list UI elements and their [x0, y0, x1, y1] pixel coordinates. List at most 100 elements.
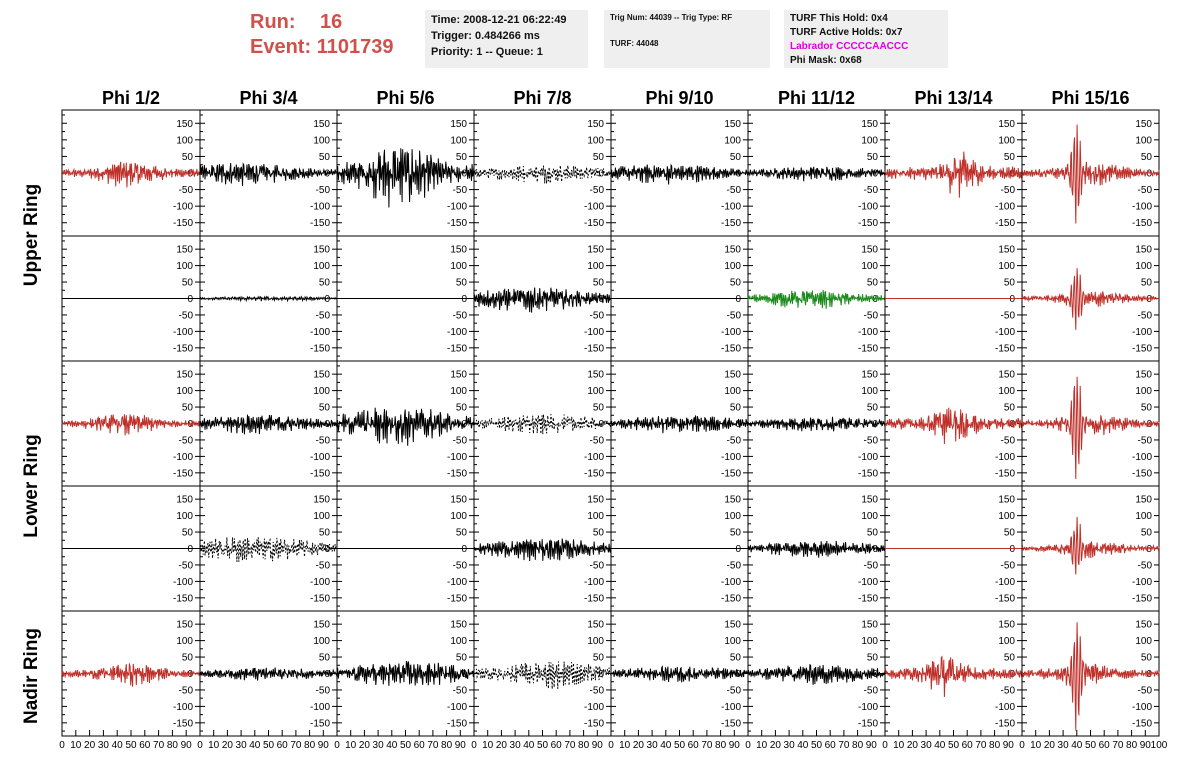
- y-tick-label: 50: [319, 152, 331, 163]
- y-tick-label: -150: [995, 218, 1015, 229]
- y-tick-label: -50: [453, 435, 468, 446]
- y-tick-label: 0: [187, 294, 193, 305]
- y-tick-label: -50: [179, 310, 194, 321]
- x-tick-label: 20: [907, 740, 919, 751]
- y-tick-label: -100: [721, 702, 741, 713]
- y-tick-label: -150: [447, 343, 467, 354]
- x-tick-label: 60: [277, 740, 289, 751]
- y-tick-label: 50: [182, 403, 194, 414]
- waveform-trace: [337, 407, 475, 446]
- y-tick-label: 50: [867, 528, 879, 539]
- y-tick-label: 100: [313, 135, 330, 146]
- y-tick-label: 150: [450, 495, 467, 506]
- y-tick-label: -50: [727, 435, 742, 446]
- y-tick-label: 0: [324, 294, 330, 305]
- y-tick-label: -100: [858, 452, 878, 463]
- x-tick-label: 40: [660, 740, 672, 751]
- y-tick-label: 150: [998, 495, 1015, 506]
- x-tick-label: 10: [70, 740, 82, 751]
- waveform-trace: [473, 414, 612, 435]
- y-tick-label: 100: [1135, 135, 1152, 146]
- y-tick-label: -150: [858, 468, 878, 479]
- x-tick-label: 50: [1085, 740, 1097, 751]
- waveform-trace: [61, 161, 201, 188]
- event-value: 1101739: [316, 36, 394, 58]
- y-tick-label: 100: [450, 261, 467, 272]
- x-tick-label: 20: [633, 740, 645, 751]
- y-tick-label: 150: [861, 119, 878, 130]
- y-tick-label: 50: [593, 653, 605, 664]
- waveform-trace: [747, 166, 886, 182]
- y-tick-label: 150: [998, 119, 1015, 130]
- x-tick-label: 90: [181, 740, 193, 751]
- y-tick-label: -150: [584, 593, 604, 604]
- y-tick-label: 50: [730, 278, 742, 289]
- y-tick-label: -150: [1132, 468, 1152, 479]
- y-tick-label: 150: [176, 370, 193, 381]
- y-tick-label: 150: [313, 370, 330, 381]
- y-tick-label: 0: [735, 419, 741, 430]
- y-tick-label: 100: [176, 135, 193, 146]
- x-tick-label: 50: [811, 740, 823, 751]
- y-tick-label: 50: [456, 152, 468, 163]
- y-tick-label: -100: [447, 327, 467, 338]
- waveform-trace: [610, 415, 749, 434]
- x-tick-label: 10: [482, 740, 494, 751]
- y-tick-label: 50: [319, 528, 331, 539]
- y-tick-label: 100: [998, 636, 1015, 647]
- y-tick-label: 0: [1146, 169, 1152, 180]
- x-tick-label: 0: [745, 740, 751, 751]
- y-tick-label: 50: [456, 528, 468, 539]
- x-tick-label: 0: [471, 740, 477, 751]
- x-tick-label: 80: [852, 740, 864, 751]
- waveform-trace: [61, 414, 201, 436]
- y-tick-label: -150: [173, 218, 193, 229]
- y-tick-label: 150: [1135, 119, 1152, 130]
- y-tick-label: 0: [461, 294, 467, 305]
- y-tick-label: 150: [176, 119, 193, 130]
- y-tick-label: -100: [995, 202, 1015, 213]
- x-tick-label: 100: [1151, 740, 1168, 751]
- y-tick-label: 50: [730, 152, 742, 163]
- y-tick-label: 150: [587, 495, 604, 506]
- y-tick-label: -100: [858, 327, 878, 338]
- y-tick-label: -100: [721, 202, 741, 213]
- x-tick-label: 50: [400, 740, 412, 751]
- y-tick-label: 150: [587, 620, 604, 631]
- y-tick-label: 150: [724, 620, 741, 631]
- y-tick-label: 0: [461, 544, 467, 555]
- y-tick-label: 0: [1146, 294, 1152, 305]
- y-tick-label: -150: [721, 218, 741, 229]
- y-tick-label: 50: [593, 278, 605, 289]
- x-tick-label: 70: [975, 740, 987, 751]
- trig-info-box: Trig Num: 44039 -- Trig Type: RF TURF: 4…: [604, 10, 770, 68]
- y-tick-label: 150: [587, 119, 604, 130]
- y-tick-label: -50: [179, 560, 194, 571]
- y-tick-label: 100: [176, 261, 193, 272]
- y-tick-label: -50: [1001, 185, 1016, 196]
- y-tick-label: -150: [584, 218, 604, 229]
- y-tick-label: -100: [584, 577, 604, 588]
- trigger-text: Trigger: 0.484266 ms: [431, 30, 540, 42]
- y-tick-label: -50: [1138, 435, 1153, 446]
- x-tick-label: 50: [674, 740, 686, 751]
- x-tick-label: 60: [688, 740, 700, 751]
- y-tick-label: 100: [587, 636, 604, 647]
- x-tick-label: 0: [197, 740, 203, 751]
- x-tick-label: 10: [208, 740, 220, 751]
- y-tick-label: -100: [584, 202, 604, 213]
- x-tick-label: 30: [510, 740, 522, 751]
- y-tick-label: -50: [1138, 310, 1153, 321]
- y-tick-label: -150: [173, 718, 193, 729]
- y-tick-label: 100: [998, 386, 1015, 397]
- column-header: Phi 9/10: [645, 88, 713, 108]
- y-tick-label: 50: [593, 403, 605, 414]
- y-tick-label: 100: [998, 511, 1015, 522]
- y-tick-label: 100: [313, 511, 330, 522]
- column-header: Phi 5/6: [376, 88, 434, 108]
- y-tick-label: 50: [319, 278, 331, 289]
- y-tick-label: 100: [587, 386, 604, 397]
- y-tick-label: 100: [861, 261, 878, 272]
- y-tick-label: 100: [861, 511, 878, 522]
